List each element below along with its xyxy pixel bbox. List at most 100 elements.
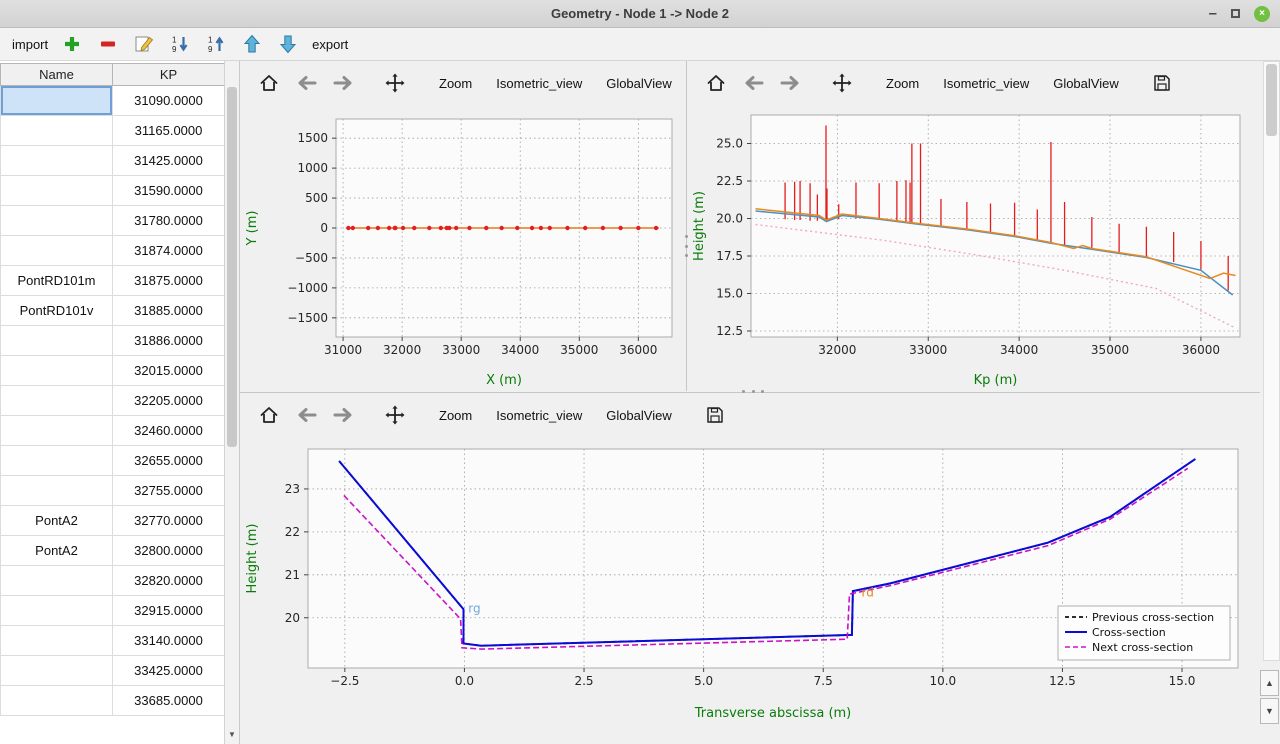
remove-row-button[interactable] <box>96 32 120 56</box>
isometric-view-button[interactable]: Isometric_view <box>943 75 1030 91</box>
minimize-button[interactable]: – <box>1208 4 1217 22</box>
name-cell[interactable] <box>0 685 113 716</box>
forward-button[interactable] <box>773 68 809 98</box>
table-scroll-down-icon[interactable]: ▼ <box>228 729 236 739</box>
kp-cell[interactable]: 32800.0000 <box>112 535 225 566</box>
export-button[interactable]: export <box>312 36 349 52</box>
table-row[interactable]: PontA2 32800.0000 <box>0 535 225 566</box>
name-cell[interactable]: PontA2 <box>0 505 113 536</box>
name-cell[interactable] <box>0 85 113 116</box>
kp-cell[interactable]: 32015.0000 <box>112 355 225 386</box>
plots-scrollbar[interactable] <box>1263 61 1280 661</box>
forward-button[interactable] <box>326 400 362 430</box>
kp-cell[interactable]: 32755.0000 <box>112 475 225 506</box>
name-cell[interactable] <box>0 355 113 386</box>
table-scrollbar[interactable]: ▼ <box>224 61 239 744</box>
table-row[interactable]: 31886.0000 <box>0 325 225 356</box>
name-cell[interactable] <box>0 325 113 356</box>
zoom-button[interactable]: Zoom <box>439 75 473 91</box>
restore-button[interactable] <box>1231 9 1240 18</box>
kp-cell[interactable]: 31875.0000 <box>112 265 225 296</box>
name-cell[interactable] <box>0 445 113 476</box>
kp-cell[interactable]: 32460.0000 <box>112 415 225 446</box>
column-header-name[interactable]: Name <box>0 63 113 86</box>
back-button[interactable] <box>288 68 324 98</box>
isometric-view-button[interactable]: Isometric_view <box>496 407 583 423</box>
name-cell[interactable] <box>0 385 113 416</box>
home-button[interactable] <box>699 68 733 98</box>
table-row[interactable]: 31425.0000 <box>0 145 225 176</box>
kp-cell[interactable]: 33685.0000 <box>112 685 225 716</box>
zoom-button[interactable]: Zoom <box>886 75 920 91</box>
isometric-view-button[interactable]: Isometric_view <box>496 75 583 91</box>
table-row[interactable]: 32755.0000 <box>0 475 225 506</box>
kp-cell[interactable]: 32820.0000 <box>112 565 225 596</box>
table-row[interactable]: 33425.0000 <box>0 655 225 686</box>
name-cell[interactable] <box>0 475 113 506</box>
table-row[interactable]: 32460.0000 <box>0 415 225 446</box>
horizontal-splitter[interactable] <box>740 389 766 394</box>
sort-descending-button[interactable] <box>168 32 192 56</box>
plan-view-chart[interactable]: 31000 32000 33000 34000 35000 36000 −1500 −1000… <box>240 105 686 391</box>
kp-cell[interactable]: 31590.0000 <box>112 175 225 206</box>
name-cell[interactable] <box>0 175 113 206</box>
kp-cell[interactable]: 31874.0000 <box>112 235 225 266</box>
kp-cell[interactable]: 33425.0000 <box>112 655 225 686</box>
back-button[interactable] <box>288 400 324 430</box>
scroll-up-button[interactable]: ▲ <box>1260 670 1279 696</box>
name-cell[interactable] <box>0 235 113 266</box>
cross-section-chart[interactable]: rg rd −2.5 0.0 2.5 5.0 7.5 10.0 12.5 15.0 20 21 22 23… <box>240 437 1260 724</box>
back-button[interactable] <box>735 68 771 98</box>
table-row[interactable]: 32915.0000 <box>0 595 225 626</box>
kp-cell[interactable]: 33140.0000 <box>112 625 225 656</box>
close-button[interactable]: × <box>1254 5 1270 22</box>
home-button[interactable] <box>252 400 286 430</box>
home-button[interactable] <box>252 68 286 98</box>
forward-button[interactable] <box>326 68 362 98</box>
table-scrollbar-thumb[interactable] <box>227 87 237 447</box>
profile-chart[interactable]: 32000 33000 34000 35000 36000 12.5 15.0 17.5 20.… <box>687 105 1260 391</box>
name-cell[interactable] <box>0 625 113 656</box>
save-button[interactable] <box>1146 68 1178 98</box>
move-up-button[interactable] <box>240 32 264 56</box>
move-down-button[interactable] <box>276 32 300 56</box>
table-row[interactable]: 32820.0000 <box>0 565 225 596</box>
kp-cell[interactable]: 31090.0000 <box>112 85 225 116</box>
name-cell[interactable] <box>0 595 113 626</box>
name-cell[interactable] <box>0 415 113 446</box>
name-cell[interactable] <box>0 655 113 686</box>
table-row[interactable]: 33140.0000 <box>0 625 225 656</box>
table-row[interactable]: 31165.0000 <box>0 115 225 146</box>
table-row[interactable]: 32655.0000 <box>0 445 225 476</box>
kp-cell[interactable]: 32770.0000 <box>112 505 225 536</box>
kp-cell[interactable]: 31885.0000 <box>112 295 225 326</box>
globalview-button[interactable]: GlobalView <box>1053 75 1119 91</box>
table-row[interactable]: PontRD101m 31875.0000 <box>0 265 225 296</box>
globalview-button[interactable]: GlobalView <box>606 407 672 423</box>
kp-cell[interactable]: 31780.0000 <box>112 205 225 236</box>
vertical-splitter[interactable] <box>684 233 689 259</box>
pan-button[interactable] <box>378 68 412 98</box>
table-row[interactable]: 31090.0000 <box>0 85 225 116</box>
import-button[interactable]: import <box>12 36 49 52</box>
pan-button[interactable] <box>378 400 412 430</box>
name-cell[interactable] <box>0 565 113 596</box>
edit-button[interactable] <box>132 32 156 56</box>
plots-scrollbar-thumb[interactable] <box>1266 64 1277 136</box>
kp-cell[interactable]: 31425.0000 <box>112 145 225 176</box>
table-row[interactable]: 32205.0000 <box>0 385 225 416</box>
name-cell[interactable]: PontRD101m <box>0 265 113 296</box>
table-row[interactable]: 32015.0000 <box>0 355 225 386</box>
globalview-button[interactable]: GlobalView <box>606 75 672 91</box>
scroll-down-button[interactable]: ▼ <box>1260 698 1279 724</box>
name-cell[interactable]: PontA2 <box>0 535 113 566</box>
kp-cell[interactable]: 32205.0000 <box>112 385 225 416</box>
table-row[interactable]: 33685.0000 <box>0 685 225 716</box>
kp-cell[interactable]: 31886.0000 <box>112 325 225 356</box>
table-row[interactable]: PontA2 32770.0000 <box>0 505 225 536</box>
kp-cell[interactable]: 32915.0000 <box>112 595 225 626</box>
pan-button[interactable] <box>825 68 859 98</box>
kp-cell[interactable]: 31165.0000 <box>112 115 225 146</box>
column-header-kp[interactable]: KP <box>112 63 225 86</box>
name-cell[interactable] <box>0 205 113 236</box>
